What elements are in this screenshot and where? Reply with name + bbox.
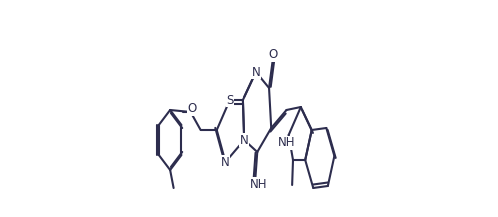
Text: O: O <box>187 102 197 115</box>
Text: N: N <box>240 133 249 146</box>
Text: S: S <box>226 94 234 107</box>
Text: NH: NH <box>278 136 295 150</box>
Text: O: O <box>269 49 278 61</box>
Text: NH: NH <box>250 178 267 191</box>
Text: N: N <box>251 66 260 79</box>
Text: N: N <box>221 156 230 168</box>
